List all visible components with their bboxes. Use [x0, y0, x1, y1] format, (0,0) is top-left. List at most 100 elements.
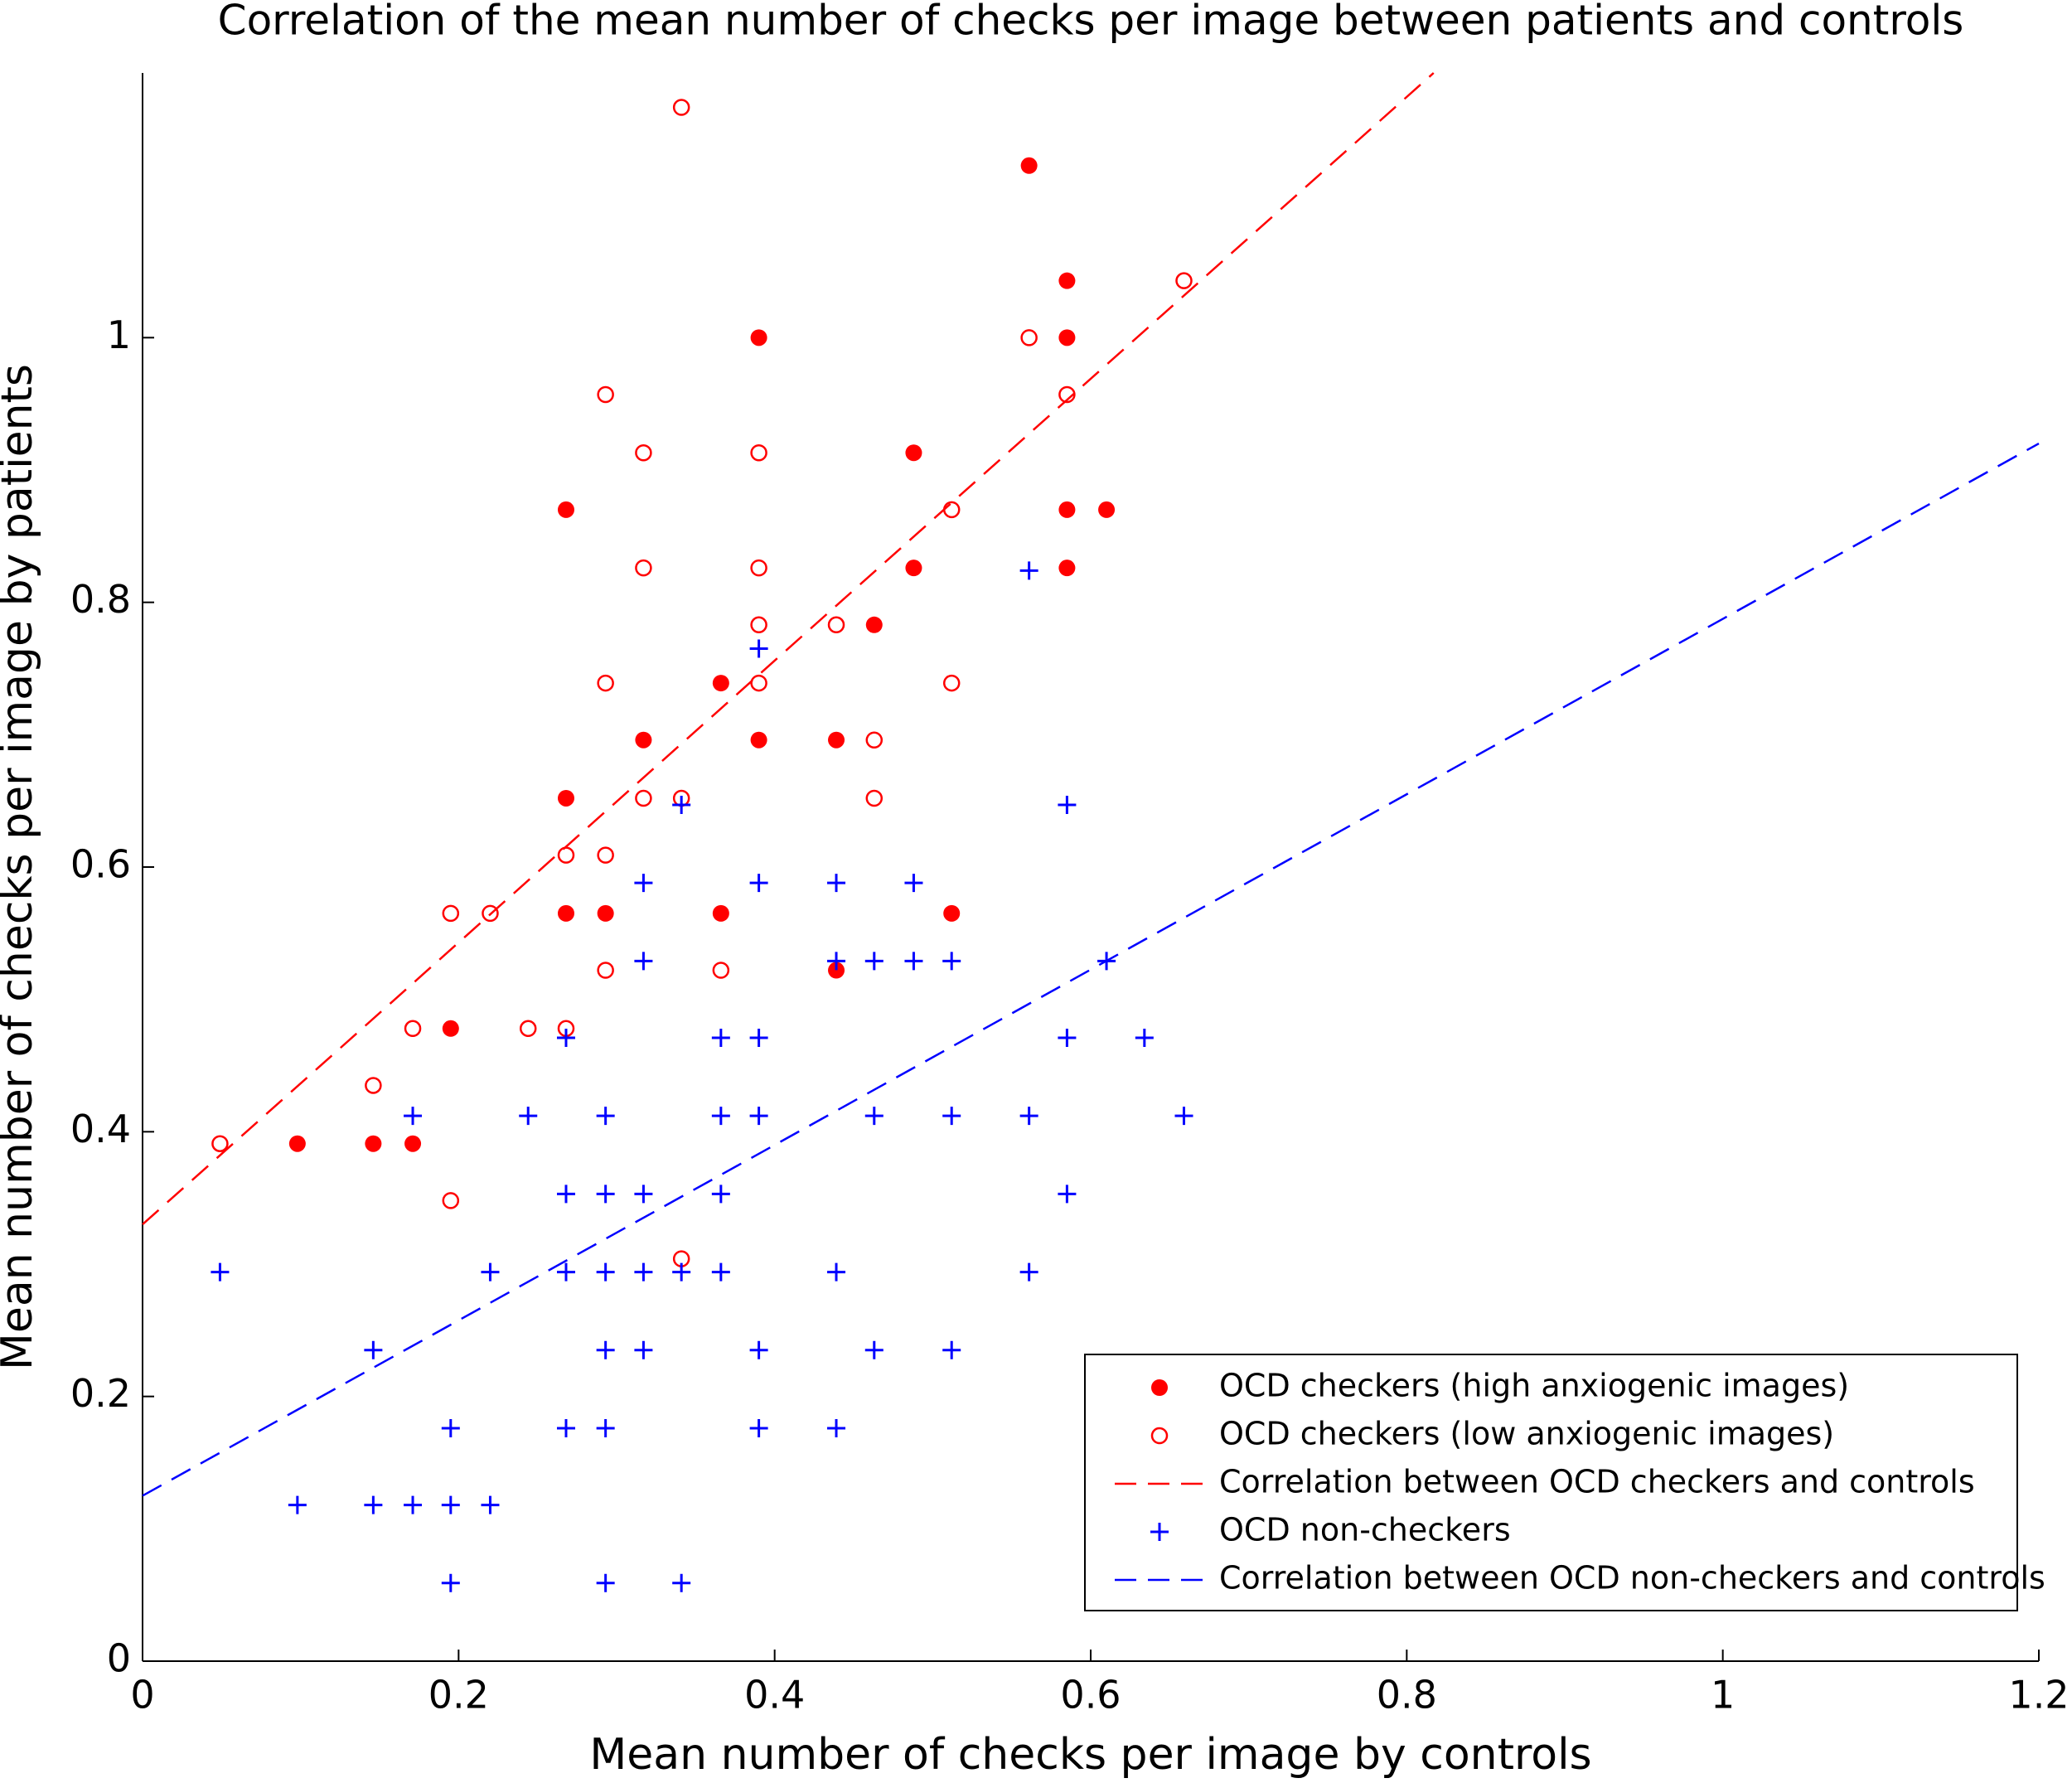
point [712, 962, 730, 979]
x-tick-label: 0.2 [428, 1673, 489, 1718]
y-tick-label: 0.2 [70, 1371, 131, 1416]
point [942, 952, 961, 971]
point [1058, 560, 1076, 577]
point [635, 559, 652, 577]
legend-label: OCD checkers (high anxiogenic images) [1219, 1368, 1849, 1404]
point [905, 444, 922, 462]
point [711, 1185, 730, 1204]
point [404, 1107, 423, 1126]
point [942, 1107, 961, 1126]
point [672, 795, 691, 814]
point [672, 99, 690, 116]
point [597, 846, 614, 864]
point [943, 904, 961, 922]
point [1020, 157, 1038, 174]
x-tick-label: 0.4 [744, 1673, 805, 1718]
legend-label: OCD checkers (low anxiogenic images) [1219, 1416, 1834, 1452]
point [827, 874, 846, 893]
point [519, 1107, 538, 1126]
point [711, 1107, 730, 1126]
point [481, 1262, 500, 1282]
point [635, 789, 652, 807]
x-axis-label: Mean number of checks per image by contr… [589, 1730, 1591, 1780]
point [711, 1028, 730, 1047]
trend-line [142, 72, 1435, 1226]
point [1019, 1107, 1038, 1126]
legend-label: Correlation between OCD checkers and con… [1219, 1464, 1975, 1500]
point [1020, 329, 1038, 346]
point [865, 616, 883, 633]
point [365, 1135, 382, 1152]
point [211, 1262, 230, 1282]
point [634, 952, 653, 971]
point [596, 1185, 615, 1204]
point [828, 731, 845, 749]
point [596, 1340, 615, 1359]
point [441, 1418, 460, 1437]
point [635, 731, 652, 749]
point [557, 789, 574, 807]
point [750, 443, 767, 462]
legend-marker [1151, 1379, 1168, 1396]
point [827, 1418, 846, 1437]
y-tick-label: 0.4 [70, 1107, 131, 1151]
point [482, 904, 499, 923]
x-tick-label: 1.2 [2008, 1673, 2069, 1718]
point [597, 962, 614, 979]
point [864, 1340, 884, 1359]
point [597, 674, 614, 692]
point [905, 560, 922, 577]
point [442, 1192, 460, 1209]
point [904, 952, 923, 971]
point [864, 1107, 884, 1126]
point [711, 1262, 730, 1282]
point [404, 1020, 422, 1038]
legend-marker [1150, 1427, 1169, 1445]
point [634, 874, 653, 893]
point [556, 1028, 575, 1047]
point [1175, 272, 1193, 289]
point [749, 1028, 768, 1047]
y-tick-label: 1 [107, 313, 131, 357]
legend-marker [1150, 1523, 1169, 1541]
point [750, 559, 767, 577]
legend-label: Correlation between OCD non-checkers and… [1219, 1560, 2045, 1596]
point [827, 616, 845, 634]
point [1058, 501, 1076, 518]
point [596, 1107, 615, 1126]
point [481, 1495, 500, 1514]
point [672, 1573, 691, 1592]
trend-line [142, 442, 2040, 1497]
point [442, 1020, 459, 1037]
point [864, 952, 884, 971]
point [1058, 329, 1076, 346]
point [404, 1135, 422, 1152]
point [596, 1262, 615, 1282]
point [750, 329, 767, 346]
point [749, 639, 768, 658]
chart-title: Correlation of the mean number of checks… [218, 0, 1964, 45]
point [1019, 1262, 1038, 1282]
point [597, 904, 614, 922]
y-tick-label: 0.6 [70, 842, 131, 887]
point [1058, 795, 1077, 814]
point [942, 501, 961, 519]
point [519, 1020, 537, 1038]
point [364, 1495, 383, 1514]
point [288, 1135, 306, 1152]
point [634, 1340, 653, 1359]
y-tick-label: 0.8 [70, 577, 131, 622]
point [712, 675, 729, 692]
point [441, 1495, 460, 1514]
point [672, 1262, 691, 1282]
point [749, 1418, 768, 1437]
point [827, 1262, 846, 1282]
point [635, 443, 652, 462]
x-tick-label: 0 [130, 1673, 154, 1718]
point [750, 731, 767, 749]
point [749, 874, 768, 893]
legend-label: OCD non-checkers [1219, 1512, 1511, 1548]
point [1058, 1185, 1077, 1204]
y-axis-label: Mean number of checks per image by patie… [0, 364, 42, 1370]
